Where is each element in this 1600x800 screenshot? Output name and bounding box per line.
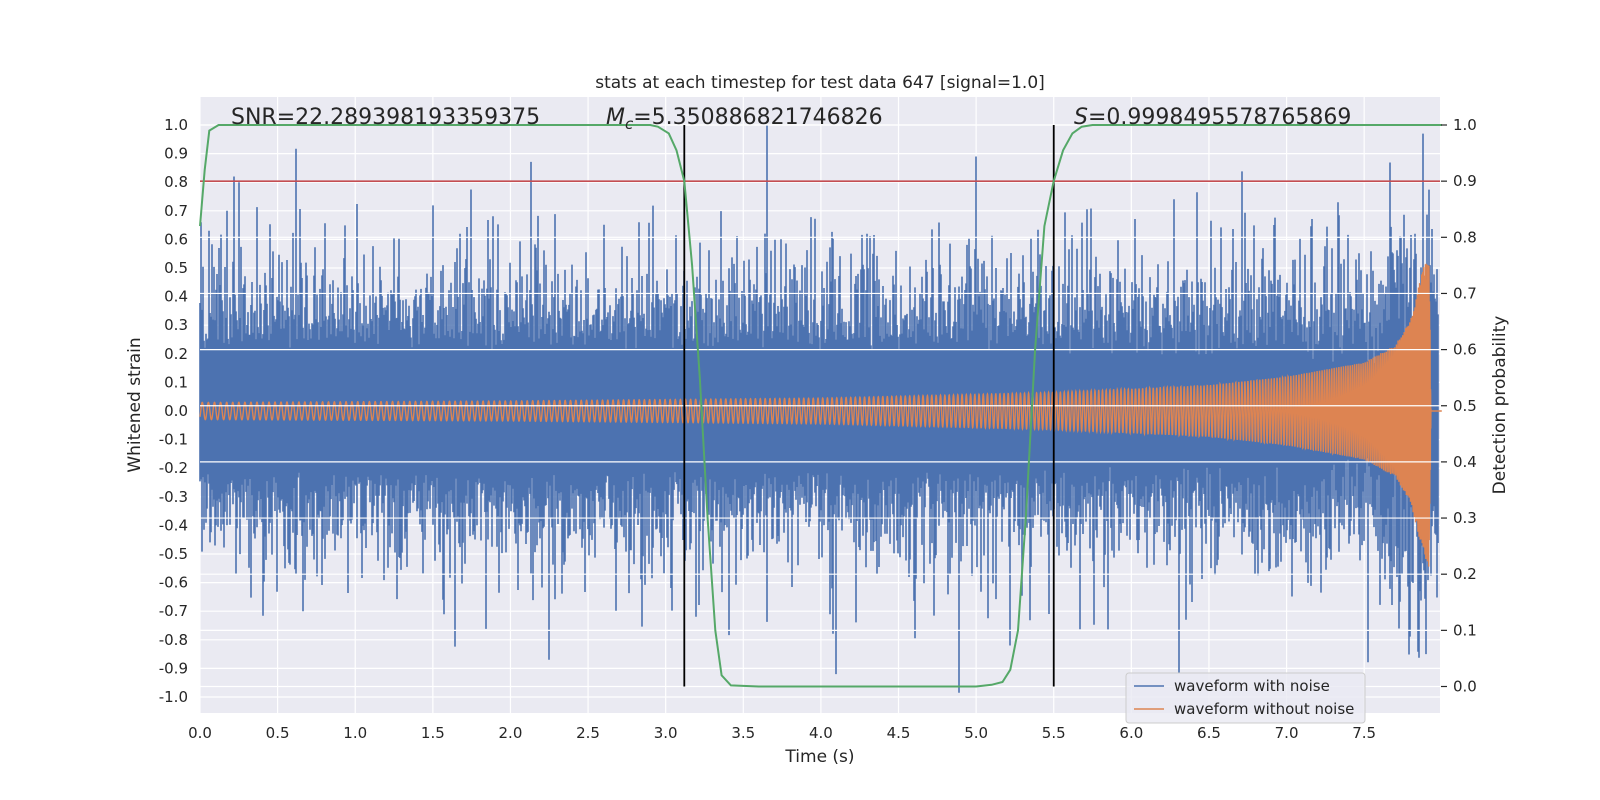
y-right-tick-label: 0.9 xyxy=(1453,172,1477,190)
y-left-tick-label: 0.8 xyxy=(164,173,188,191)
y-left-tick-label: 0.5 xyxy=(164,259,188,277)
y-left-tick-label: 0.3 xyxy=(164,316,188,334)
y-left-tick-label: -0.1 xyxy=(159,431,188,449)
y-right-tick-label: 0.4 xyxy=(1453,453,1477,471)
y-left-tick-label: -0.5 xyxy=(159,545,188,563)
x-tick-label: 4.5 xyxy=(887,724,911,742)
x-tick-label: 0.0 xyxy=(188,724,212,742)
y-right-tick-label: 0.1 xyxy=(1453,621,1477,639)
x-tick-label: 1.0 xyxy=(343,724,367,742)
x-tick-label: 6.0 xyxy=(1119,724,1143,742)
x-tick-label: 4.0 xyxy=(809,724,833,742)
y-left-tick-label: -0.6 xyxy=(159,574,188,592)
y-right-tick-label: 0.5 xyxy=(1453,397,1477,415)
y-left-tick-label: -0.2 xyxy=(159,459,188,477)
y-left-tick-label: 0.2 xyxy=(164,345,188,363)
y-left-tick-label: 0.0 xyxy=(164,402,188,420)
score-value: =0.9998495578765869 xyxy=(1088,105,1351,130)
chirp-mass-symbol: M xyxy=(606,105,625,130)
series-waveform-without-noise xyxy=(199,263,1442,567)
y-left-tick-label: 0.1 xyxy=(164,373,188,391)
y-right-tick-label: 0.8 xyxy=(1453,228,1477,246)
y-left-axis-label: Whitened strain xyxy=(125,337,145,472)
x-tick-label: 6.5 xyxy=(1197,724,1221,742)
y-left-tick-label: 0.4 xyxy=(164,288,188,306)
y-right-tick-label: 0.7 xyxy=(1453,284,1477,302)
legend: waveform with noise waveform without noi… xyxy=(1125,672,1366,724)
y-right-tick-label: 1.0 xyxy=(1453,116,1477,134)
snr-annotation: SNR=22.289398193359375 xyxy=(231,105,540,130)
y-left-axis-ticks: 1.0 0.9 0.8 0.7 0.6 0.5 0.4 0.3 0.2 0.1 0.0 -0.1 -0.… xyxy=(159,116,188,706)
x-tick-label: 0.5 xyxy=(266,724,290,742)
x-tick-label: 3.0 xyxy=(654,724,678,742)
y-right-axis-ticks: 1.0 0.9 0.8 0.7 0.6 0.5 0.4 0.3 0.2 0.1 0.0 xyxy=(1441,116,1477,696)
x-tick-label: 2.0 xyxy=(499,724,523,742)
chirp-mass-annotation: Mc=5.350886821746826 xyxy=(606,105,883,133)
clean-waveform-line xyxy=(199,263,1442,567)
x-axis-ticks: 0.0 0.5 1.0 1.5 2.0 2.5 3.0 3.5 4.0 4.5 5.0 5.5 6.0 6… xyxy=(188,724,1376,742)
chart-title: stats at each timestep for test data 647… xyxy=(595,73,1045,93)
x-tick-label: 1.5 xyxy=(421,724,445,742)
y-left-tick-label: -0.8 xyxy=(159,631,188,649)
y-right-tick-label: 0.2 xyxy=(1453,565,1477,583)
y-left-tick-label: -0.7 xyxy=(159,602,188,620)
score-symbol: S xyxy=(1074,105,1088,130)
chirp-mass-value: =5.350886821746826 xyxy=(633,105,882,130)
y-right-tick-label: 0.6 xyxy=(1453,341,1477,359)
legend-label-clean: waveform without noise xyxy=(1174,700,1354,718)
y-left-tick-label: -0.9 xyxy=(159,659,188,677)
x-tick-label: 5.5 xyxy=(1042,724,1066,742)
x-axis-label: Time (s) xyxy=(784,747,854,767)
y-right-tick-label: 0.0 xyxy=(1453,678,1477,696)
x-tick-label: 7.0 xyxy=(1275,724,1299,742)
legend-box xyxy=(1125,672,1366,724)
y-left-tick-label: 0.6 xyxy=(164,230,188,248)
y-left-tick-label: 1.0 xyxy=(164,116,188,134)
legend-label-noise: waveform with noise xyxy=(1174,677,1330,695)
y-left-tick-label: 0.7 xyxy=(164,202,188,220)
score-annotation: S=0.9998495578765869 xyxy=(1074,105,1351,130)
y-left-tick-label: -1.0 xyxy=(159,688,188,706)
y-left-tick-label: -0.4 xyxy=(159,516,188,534)
x-tick-label: 3.5 xyxy=(731,724,755,742)
y-right-axis-label: Detection probability xyxy=(1490,316,1510,495)
x-tick-label: 7.5 xyxy=(1352,724,1376,742)
y-left-tick-label: -0.3 xyxy=(159,488,188,506)
y-right-tick-label: 0.3 xyxy=(1453,509,1477,527)
overlays xyxy=(199,124,1442,688)
chirp-mass-subscript: c xyxy=(625,115,634,133)
y-left-tick-label: 0.9 xyxy=(164,145,188,163)
x-tick-label: 5.0 xyxy=(964,724,988,742)
detection-probability-line xyxy=(199,124,1442,688)
x-tick-label: 2.5 xyxy=(576,724,600,742)
